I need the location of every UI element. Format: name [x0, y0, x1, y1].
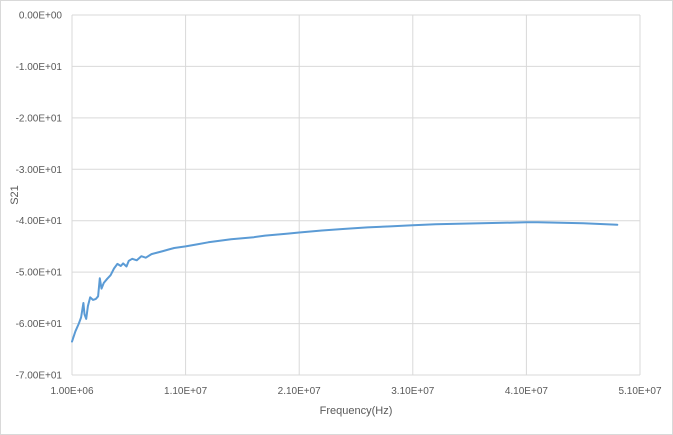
- series-layer: [71, 221, 619, 343]
- x-tick-label: 2.10E+07: [278, 386, 322, 397]
- y-tick-label: -1.00E+01: [16, 62, 63, 73]
- x-tick-label: 4.10E+07: [505, 386, 549, 397]
- gridlines: [71, 14, 641, 376]
- tick-labels: 0.00E+00 -1.00E+01 -2.00E+01 -3.00E+01 -4.00…: [16, 11, 662, 398]
- y-tick-label: -4.00E+01: [16, 216, 63, 227]
- x-tick-label: 1.10E+07: [164, 386, 208, 397]
- y-tick-label: 0.00E+00: [19, 11, 63, 22]
- y-tick-label: -6.00E+01: [16, 319, 63, 330]
- x-axis-title: Frequency(Hz): [320, 405, 393, 417]
- y-tick-label: -5.00E+01: [16, 268, 63, 279]
- y-axis-title: S21: [9, 185, 21, 205]
- s21-series-line: [71, 221, 619, 343]
- y-tick-label: -2.00E+01: [16, 113, 63, 124]
- x-tick-label: 5.10E+07: [618, 386, 662, 397]
- y-tick-label: -7.00E+01: [16, 371, 63, 382]
- x-tick-label: 3.10E+07: [391, 386, 435, 397]
- y-tick-label: -3.00E+01: [16, 165, 63, 176]
- x-tick-label: 1.00E+06: [50, 386, 94, 397]
